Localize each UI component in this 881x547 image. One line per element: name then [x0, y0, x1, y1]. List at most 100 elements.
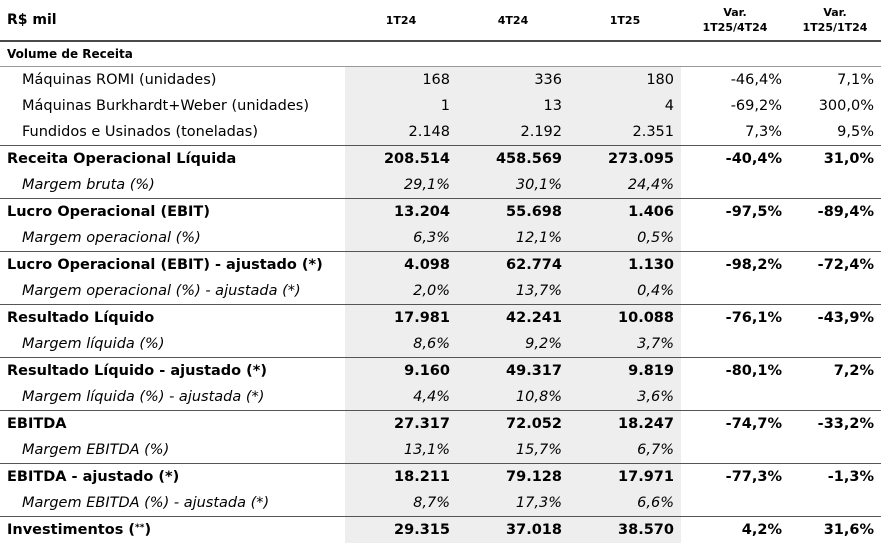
value-cell: 13,1% [345, 437, 457, 464]
value-cell: 2.192 [457, 119, 569, 146]
variation-cell: 7,2% [789, 357, 881, 384]
row-label: Margem operacional (%) - ajustada (*) [22, 283, 301, 299]
period-header: 1T25 [569, 0, 681, 42]
value-cell: 4.098 [345, 251, 457, 278]
row-label: Resultado Líquido - ajustado (*) [0, 357, 345, 384]
header-row: R$ mil 1T24 4T24 1T25 Var. 1T25/4T24 Var.… [0, 0, 881, 42]
variation-cell [789, 225, 881, 252]
period-header: 4T24 [457, 0, 569, 42]
value-cell: 208.514 [345, 145, 457, 172]
value-cell: 6,3% [345, 225, 457, 252]
variation-cell: -46,4% [730, 72, 782, 88]
value-cell: 37.018 [457, 516, 569, 543]
variation-cell: -97,5% [681, 198, 789, 225]
row-margem-bruta: Margem bruta (%) 29,1% 30,1% 24,4% [0, 172, 881, 199]
row-label: Margem EBITDA (%) [22, 442, 170, 458]
value-cell: 79.128 [457, 463, 569, 490]
variation-cell: -89,4% [789, 198, 881, 225]
row-resultado-liquido-ajustado: Resultado Líquido - ajustado (*) 9.160 49.… [0, 357, 881, 384]
row-label: Margem EBITDA (%) - ajustada (*) [22, 495, 270, 511]
value-cell: 18.211 [345, 463, 457, 490]
value-cell: 49.317 [457, 357, 569, 384]
row-label: Margem operacional (%) [22, 230, 201, 246]
value-cell: 1 [345, 93, 457, 119]
row-label: Investimentos (**) [0, 516, 345, 543]
value-cell: 18.247 [569, 410, 681, 437]
variation-cell [681, 172, 789, 199]
row-margem-liquida: Margem líquida (%) 8,6% 9,2% 3,7% [0, 331, 881, 358]
row-margem-liquida-ajustada: Margem líquida (%) - ajustada (*) 4,4% 10,… [0, 384, 881, 411]
variation-cell [681, 490, 789, 517]
value-cell: 168 [345, 66, 457, 93]
value-cell: 6,7% [569, 437, 681, 464]
period-header: 1T24 [345, 0, 457, 42]
value-cell: 0,5% [569, 225, 681, 252]
variation-cell: 7,1% [837, 72, 874, 88]
variation-cell: -98,2% [681, 251, 789, 278]
variation-cell: -76,1% [681, 304, 789, 331]
variation-cell [789, 384, 881, 411]
value-cell: 3,6% [569, 384, 681, 411]
row-label: EBITDA - ajustado (*) [0, 463, 345, 490]
variation-cell: 31,6% [789, 516, 881, 543]
variation-cell [789, 490, 881, 517]
row-ebit-ajustado: Lucro Operacional (EBIT) - ajustado (*) 4… [0, 251, 881, 278]
row-label: Lucro Operacional (EBIT) [0, 198, 345, 225]
footnote-marker: ** [135, 523, 145, 533]
value-cell: 72.052 [457, 410, 569, 437]
variation-cell: 300,0% [818, 98, 874, 114]
variation-cell: -69,2% [730, 98, 782, 114]
variation-cell [681, 437, 789, 464]
variation-cell: -72,4% [789, 251, 881, 278]
value-cell: 2.351 [569, 119, 681, 146]
variation-cell: -40,4% [681, 145, 789, 172]
row-label: Lucro Operacional (EBIT) - ajustado (*) [0, 251, 345, 278]
row-ebitda-ajustado: EBITDA - ajustado (*) 18.211 79.128 17.971-… [0, 463, 881, 490]
value-cell: 38.570 [569, 516, 681, 543]
variation-cell [681, 384, 789, 411]
row-label: Receita Operacional Líquida [0, 145, 345, 172]
row-ebit: Lucro Operacional (EBIT) 13.204 55.698 1.40… [0, 198, 881, 225]
variation-cell [681, 331, 789, 358]
value-cell: 12,1% [457, 225, 569, 252]
value-cell: 9.160 [345, 357, 457, 384]
variation-cell: 7,3% [745, 124, 782, 140]
value-cell: 4,4% [345, 384, 457, 411]
variation-header-yoy: Var. 1T25/1T24 [789, 0, 881, 42]
value-cell: 24,4% [569, 172, 681, 199]
value-cell: 1.406 [569, 198, 681, 225]
value-cell: 6,6% [569, 490, 681, 517]
row-investimentos: Investimentos (**) 29.315 37.018 38.570 4,2%… [0, 516, 881, 543]
variation-header-qoq: Var. 1T25/4T24 [681, 0, 789, 42]
variation-cell [789, 331, 881, 358]
variation-cell [789, 172, 881, 199]
value-cell: 4 [569, 93, 681, 119]
value-cell: 9,2% [457, 331, 569, 358]
table-title: R$ mil [0, 0, 345, 42]
value-cell: 55.698 [457, 198, 569, 225]
variation-cell [789, 278, 881, 305]
row-label: Margem líquida (%) [22, 336, 165, 352]
row-label: Margem bruta (%) [22, 177, 155, 193]
variation-cell: -80,1% [681, 357, 789, 384]
row-margem-operacional: Margem operacional (%) 6,3% 12,1% 0,5% [0, 225, 881, 252]
variation-cell: 9,5% [837, 124, 874, 140]
value-cell: 10.088 [569, 304, 681, 331]
value-cell: 0,4% [569, 278, 681, 305]
value-cell: 336 [457, 66, 569, 93]
section-row: Volume de Receita [0, 41, 881, 67]
value-cell: 13.204 [345, 198, 457, 225]
value-cell: 17.971 [569, 463, 681, 490]
row-margem-operacional-ajustada: Margem operacional (%) - ajustada (*) 2,0… [0, 278, 881, 305]
row-maquinas-romi: Máquinas ROMI (unidades) 168 336 180 -46,4% 7… [0, 66, 881, 93]
value-cell: 10,8% [457, 384, 569, 411]
value-cell: 42.241 [457, 304, 569, 331]
row-label: Máquinas ROMI (unidades) [22, 72, 217, 88]
value-cell: 1.130 [569, 251, 681, 278]
value-cell: 458.569 [457, 145, 569, 172]
value-cell: 180 [569, 66, 681, 93]
variation-cell [789, 437, 881, 464]
row-label: Fundidos e Usinados (toneladas) [22, 124, 258, 140]
row-margem-ebitda: Margem EBITDA (%) 13,1% 15,7% 6,7% [0, 437, 881, 464]
